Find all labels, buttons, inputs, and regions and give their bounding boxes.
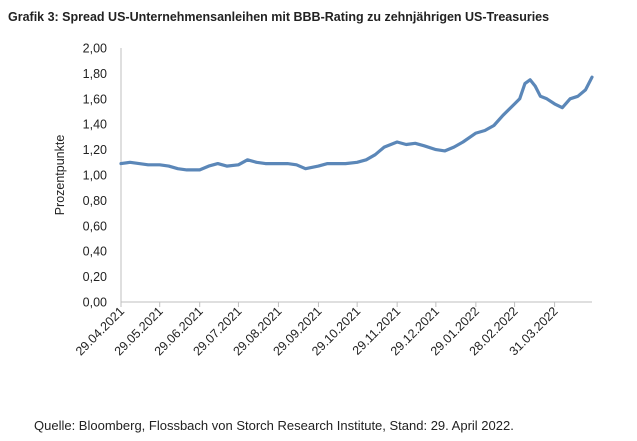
y-tick-label: 1,60 xyxy=(83,92,107,106)
y-tick-label: 0,60 xyxy=(83,219,107,233)
y-tick-label: 1,20 xyxy=(83,143,107,157)
y-tick-label: 1,00 xyxy=(83,169,107,183)
y-tick-label: 2,00 xyxy=(83,42,107,56)
y-tick-label: 1,80 xyxy=(83,67,107,81)
y-tick-labels: 0,00 0,20 0,40 0,60 0,80 1,00 1,20 1,40 1,60 1,80… xyxy=(83,42,107,310)
chart-title: Grafik 3: Spread US-Unternehmensanleihen… xyxy=(8,10,550,24)
series-line-bbb-spread xyxy=(119,75,594,172)
y-axis-title: Prozentpunkte xyxy=(53,135,67,216)
y-tick-label: 0,20 xyxy=(83,270,107,284)
y-tick-label: 0,40 xyxy=(83,245,107,259)
y-tick-label: 1,40 xyxy=(83,118,107,132)
source-note: Quelle: Bloomberg, Flossbach von Storch … xyxy=(34,418,514,433)
y-tick-label: 0,80 xyxy=(83,194,107,208)
y-tick-label: 0,00 xyxy=(83,296,107,310)
x-tick-labels: 29.04.202129.05.202129.06.202129.07.2021… xyxy=(73,302,561,358)
